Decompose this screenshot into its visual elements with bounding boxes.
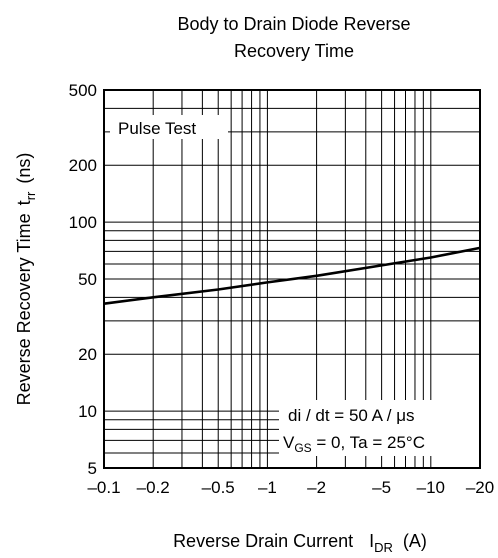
pulse-test-label: Pulse Test: [118, 119, 196, 138]
conditions-line2: VGS = 0, Ta = 25°C: [283, 433, 425, 455]
x-axis-symbol: I: [369, 531, 374, 551]
conditions-label-bg: [279, 400, 479, 456]
x-tick-label: –1: [258, 478, 277, 497]
y-tick-label: 50: [78, 270, 97, 289]
series-line: [103, 246, 481, 305]
conditions-v: V: [283, 433, 295, 452]
y-tick-label: 10: [78, 402, 97, 421]
x-tick-label: –5: [372, 478, 391, 497]
y-tick-label: 500: [69, 81, 97, 100]
y-axis-unit: (ns): [14, 153, 34, 184]
plot-frame: [103, 89, 481, 469]
x-tick-label: –0.5: [202, 478, 235, 497]
x-tick-label: –0.2: [137, 478, 170, 497]
x-tick-label: –20: [466, 478, 494, 497]
chart-title-line1: Body to Drain Diode Reverse: [177, 14, 410, 34]
axis-ticks: –0.1 –0.2 –0.5 –1 –2 –5 –10 –20 5 10 20 50 100 200 500: [69, 81, 495, 497]
conditions-line1: di / dt = 50 A / μs: [288, 406, 415, 425]
y-axis-label: Reverse Recovery Time trr (ns): [14, 153, 38, 406]
x-tick-label: –0.1: [87, 478, 120, 497]
conditions-v-sub: GS: [294, 441, 311, 455]
conditions-rest: = 0, Ta = 25°C: [312, 433, 425, 452]
y-tick-label: 100: [69, 213, 97, 232]
y-tick-label: 200: [69, 156, 97, 175]
y-axis-symbol: t: [14, 200, 34, 205]
x-tick-label: –10: [417, 478, 445, 497]
y-tick-label: 5: [88, 459, 97, 478]
pulse-test-label-bg: [110, 115, 228, 139]
x-axis-unit: (A): [403, 531, 427, 551]
x-tick-label: –2: [307, 478, 326, 497]
x-axis-label: Reverse Drain Current IDR (A): [173, 531, 427, 555]
y-tick-label: 20: [78, 345, 97, 364]
x-axis-symbol-sub: DR: [374, 540, 393, 555]
x-axis-label-main: Reverse Drain Current: [173, 531, 353, 551]
y-axis-label-main: Reverse Recovery Time: [14, 213, 34, 405]
y-axis-symbol-sub: rr: [23, 191, 38, 200]
series-layer: [103, 246, 481, 305]
chart-title-line2: Recovery Time: [234, 41, 354, 61]
